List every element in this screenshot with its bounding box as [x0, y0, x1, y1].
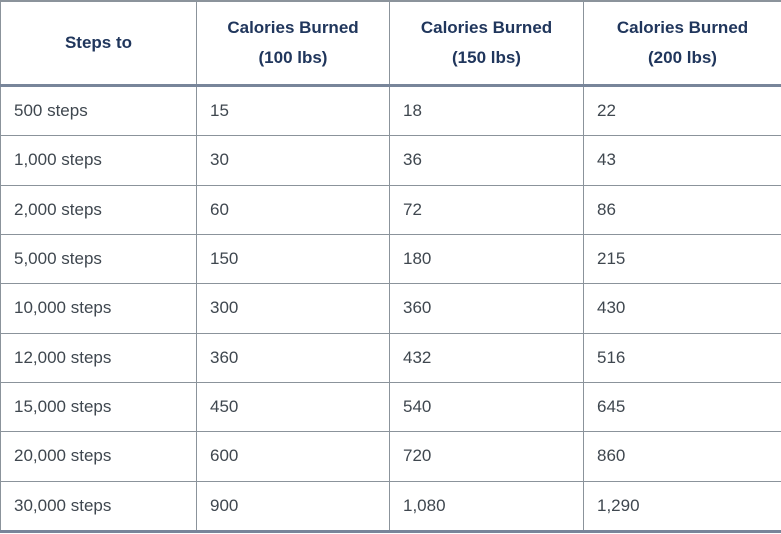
- cal-100-cell: 360: [196, 332, 390, 383]
- table-row: 15,000 steps 450 540 645: [0, 381, 781, 433]
- table-header-row: Steps to Calories Burned (100 lbs) Calor…: [0, 0, 781, 87]
- table-row: 500 steps 15 18 22: [0, 84, 781, 137]
- cal-200-cell: 22: [583, 84, 781, 137]
- cal-150-cell: 720: [389, 431, 584, 482]
- header-label-line1: Calories Burned: [616, 18, 749, 37]
- cal-200-cell: 645: [583, 381, 781, 433]
- header-label-line2: (100 lbs): [258, 48, 328, 67]
- steps-cell: 12,000 steps: [0, 332, 197, 383]
- cal-150-cell: 1,080: [389, 480, 584, 533]
- steps-cell: 5,000 steps: [0, 233, 197, 285]
- steps-cell: 10,000 steps: [0, 283, 197, 334]
- table-row: 1,000 steps 30 36 43: [0, 135, 781, 186]
- table-row: 12,000 steps 360 432 516: [0, 332, 781, 383]
- header-label-line1: Calories Burned: [227, 18, 359, 37]
- cal-200-cell: 86: [583, 184, 781, 235]
- steps-cell: 1,000 steps: [0, 135, 197, 186]
- cal-100-cell: 60: [196, 184, 390, 235]
- table-row: 30,000 steps 900 1,080 1,290: [0, 480, 781, 533]
- cal-100-cell: 450: [196, 381, 390, 433]
- cal-100-cell: 900: [196, 480, 390, 533]
- header-calories-200lbs: Calories Burned (200 lbs): [583, 0, 781, 87]
- cal-200-cell: 1,290: [583, 480, 781, 533]
- cal-200-cell: 43: [583, 135, 781, 186]
- cal-100-cell: 15: [196, 84, 390, 137]
- table-row: 5,000 steps 150 180 215: [0, 233, 781, 285]
- header-calories-150lbs: Calories Burned (150 lbs): [389, 0, 584, 87]
- header-steps-to: Steps to: [0, 0, 197, 87]
- cal-200-cell: 430: [583, 283, 781, 334]
- header-label: Steps to: [64, 33, 133, 52]
- cal-150-cell: 18: [389, 84, 584, 137]
- cal-150-cell: 36: [389, 135, 584, 186]
- steps-cell: 500 steps: [0, 84, 197, 137]
- steps-cell: 2,000 steps: [0, 184, 197, 235]
- cal-150-cell: 432: [389, 332, 584, 383]
- cal-200-cell: 516: [583, 332, 781, 383]
- header-calories-100lbs: Calories Burned (100 lbs): [196, 0, 390, 87]
- header-label-line1: Calories Burned: [420, 18, 553, 37]
- table-row: 2,000 steps 60 72 86: [0, 184, 781, 235]
- steps-cell: 20,000 steps: [0, 431, 197, 482]
- cal-200-cell: 215: [583, 233, 781, 285]
- header-label-line2: (150 lbs): [452, 48, 521, 67]
- cal-200-cell: 860: [583, 431, 781, 482]
- cal-150-cell: 180: [389, 233, 584, 285]
- header-label-line2: (200 lbs): [648, 48, 717, 67]
- cal-100-cell: 600: [196, 431, 390, 482]
- cal-150-cell: 360: [389, 283, 584, 334]
- cal-100-cell: 150: [196, 233, 390, 285]
- cal-100-cell: 300: [196, 283, 390, 334]
- cal-150-cell: 540: [389, 381, 584, 433]
- table-row: 10,000 steps 300 360 430: [0, 283, 781, 334]
- cal-150-cell: 72: [389, 184, 584, 235]
- steps-cell: 15,000 steps: [0, 381, 197, 433]
- cal-100-cell: 30: [196, 135, 390, 186]
- steps-cell: 30,000 steps: [0, 480, 197, 533]
- table-row: 20,000 steps 600 720 860: [0, 431, 781, 482]
